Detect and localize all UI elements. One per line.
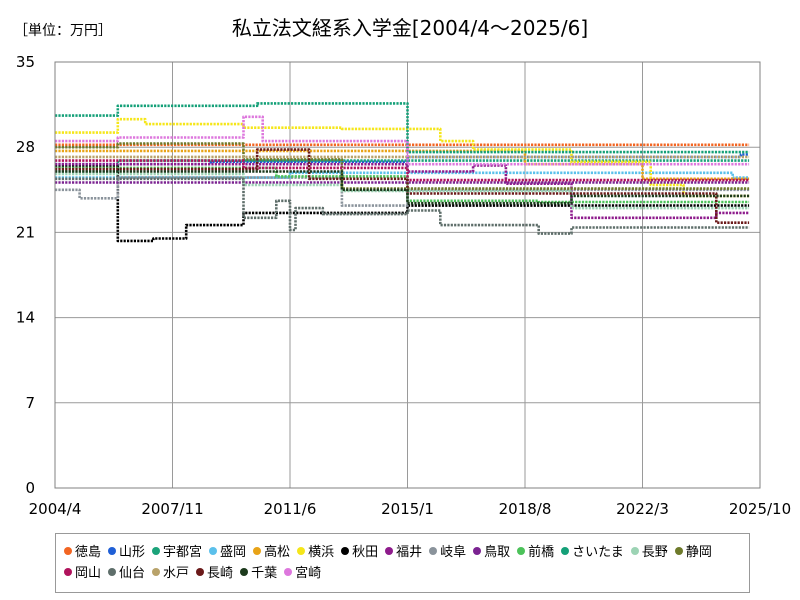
legend-swatch bbox=[152, 567, 161, 576]
legend-item: 千葉 bbox=[240, 561, 277, 582]
y-axis-ticks: 0 7 14 21 28 35 bbox=[16, 53, 35, 497]
y-tick-label: 35 bbox=[16, 53, 35, 71]
legend-item: 岡山 bbox=[64, 561, 101, 582]
legend: 徳島 山形 宇都宮 盛岡 高松 横浜 秋田 福井 岐阜 鳥取 前橋 さいたま 長野 静岡岡山 仙台 水戸 長崎 千… bbox=[55, 533, 750, 593]
plot-area bbox=[54, 61, 761, 489]
legend-label: 長崎 bbox=[207, 566, 234, 581]
y-tick-label: 7 bbox=[25, 394, 35, 412]
legend-label: 千葉 bbox=[251, 566, 278, 581]
x-tick-label: 2004/4 bbox=[29, 500, 82, 518]
legend-swatch bbox=[297, 546, 306, 555]
legend-item: 静岡 bbox=[674, 540, 712, 561]
legend-label: 宇都宮 bbox=[163, 545, 203, 560]
chart-title: 私立法文経系入学金[2004/4～2025/6] bbox=[231, 16, 589, 40]
x-tick-label: 2022/3 bbox=[616, 500, 669, 518]
legend-swatch bbox=[674, 546, 683, 555]
legend-item: 長野 bbox=[630, 540, 668, 561]
legend-item: 宮崎 bbox=[284, 561, 321, 582]
x-tick-label: 2011/6 bbox=[264, 500, 317, 518]
series-line-15 bbox=[55, 177, 750, 235]
legend-swatch bbox=[561, 546, 570, 555]
legend-swatch bbox=[385, 546, 394, 555]
legend-label: 秋田 bbox=[352, 545, 379, 560]
legend-swatch bbox=[209, 546, 218, 555]
legend-item: 岐阜 bbox=[429, 540, 466, 561]
legend-swatch bbox=[108, 546, 117, 555]
legend-label: 長野 bbox=[641, 545, 668, 560]
legend-swatch bbox=[284, 567, 293, 576]
legend-label: 鳥取 bbox=[484, 545, 511, 560]
legend-label: さいたま bbox=[572, 545, 624, 560]
series-line-10 bbox=[55, 166, 750, 204]
legend-label: 仙台 bbox=[119, 566, 146, 581]
unit-label: ［単位：万円］ bbox=[14, 23, 112, 39]
legend-item: 山形 bbox=[108, 540, 145, 561]
legend-label: 前橋 bbox=[528, 545, 555, 560]
legend-item: 福井 bbox=[385, 540, 422, 561]
series-line-19 bbox=[55, 115, 750, 166]
legend-label: 高松 bbox=[264, 545, 291, 560]
legend-swatch bbox=[196, 567, 205, 576]
legend-item: 宇都宮 bbox=[152, 540, 202, 561]
legend-item: 長崎 bbox=[196, 561, 233, 582]
legend-item: さいたま bbox=[561, 540, 624, 561]
y-tick-label: 14 bbox=[16, 309, 35, 327]
legend-label: 岡山 bbox=[75, 566, 102, 581]
legend-swatch bbox=[240, 567, 249, 576]
series-line-11 bbox=[55, 102, 750, 154]
legend-label: 静岡 bbox=[685, 545, 712, 560]
legend-item: 高松 bbox=[253, 540, 290, 561]
series-line-13 bbox=[55, 142, 750, 190]
x-tick-label: 2015/1 bbox=[381, 500, 434, 518]
x-tick-label: 2025/10 bbox=[729, 500, 791, 518]
legend-swatch bbox=[473, 546, 482, 555]
series-line-17 bbox=[55, 148, 750, 224]
x-tick-label: 2018/8 bbox=[499, 500, 552, 518]
legend-swatch bbox=[429, 546, 438, 555]
y-tick-label: 21 bbox=[16, 223, 35, 241]
legend-item: 徳島 bbox=[64, 540, 101, 561]
y-tick-label: 0 bbox=[25, 479, 35, 497]
legend-item: 前橋 bbox=[517, 540, 554, 561]
legend-item: 水戸 bbox=[152, 561, 189, 582]
legend-item: 仙台 bbox=[108, 561, 145, 582]
grid-lines bbox=[54, 61, 761, 489]
legend-swatch bbox=[108, 567, 117, 576]
legend-item: 横浜 bbox=[297, 540, 334, 561]
series-line-5 bbox=[55, 117, 750, 198]
legend-label: 福井 bbox=[396, 545, 423, 560]
legend-label: 徳島 bbox=[75, 545, 102, 560]
legend-item: 鳥取 bbox=[473, 540, 510, 561]
x-tick-label: 2007/11 bbox=[141, 500, 203, 518]
legend-swatch bbox=[341, 546, 350, 555]
legend-swatch bbox=[64, 567, 72, 576]
y-tick-label: 28 bbox=[16, 138, 35, 156]
legend-item: 秋田 bbox=[341, 540, 378, 561]
legend-swatch bbox=[630, 546, 639, 555]
legend-label: 盛岡 bbox=[220, 545, 247, 560]
legend-label: 岐阜 bbox=[440, 545, 467, 560]
legend-label: 宮崎 bbox=[295, 566, 322, 581]
series-line-14 bbox=[55, 159, 750, 182]
legend-label: 山形 bbox=[119, 545, 146, 560]
series-lines bbox=[55, 102, 750, 243]
series-line-18 bbox=[55, 170, 750, 205]
x-axis-ticks: 2004/4 2007/11 2011/6 2015/1 2018/8 2022/3 202… bbox=[29, 500, 792, 518]
legend-item: 盛岡 bbox=[209, 540, 246, 561]
legend-label: 横浜 bbox=[308, 545, 335, 560]
legend-swatch bbox=[152, 546, 161, 555]
legend-swatch bbox=[517, 546, 526, 555]
legend-swatch bbox=[64, 546, 72, 555]
legend-swatch bbox=[253, 546, 262, 555]
legend-label: 水戸 bbox=[163, 566, 190, 581]
